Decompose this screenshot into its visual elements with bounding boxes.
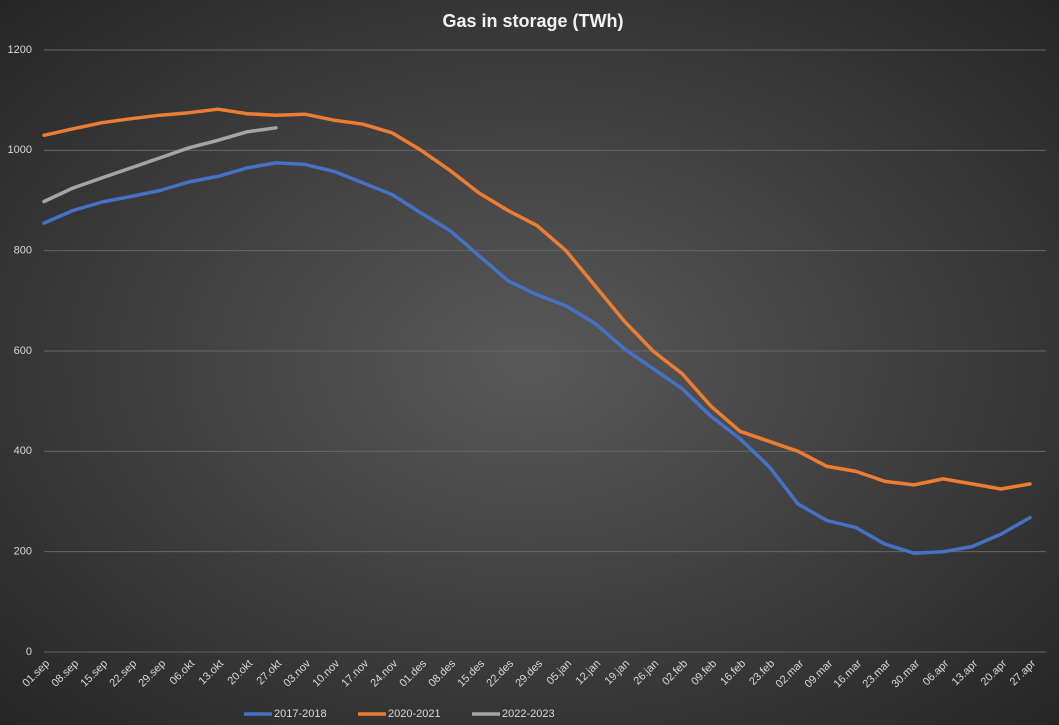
series-line: [42, 107, 1032, 491]
series-line: [42, 161, 1032, 555]
y-tick-label: 600: [14, 345, 32, 357]
y-tick-label: 1000: [8, 144, 32, 156]
chart-title: Gas in storage (TWh): [442, 11, 623, 31]
y-tick-label: 0: [26, 646, 32, 658]
y-tick-label: 400: [14, 445, 32, 457]
y-tick-label: 800: [14, 245, 32, 257]
legend-label: 2022-2023: [502, 708, 555, 720]
legend-label: 2020-2021: [388, 708, 441, 720]
y-tick-label: 1200: [8, 44, 32, 56]
legend-label: 2017-2018: [274, 708, 327, 720]
y-tick-label: 200: [14, 546, 32, 558]
series-line: [42, 126, 278, 204]
